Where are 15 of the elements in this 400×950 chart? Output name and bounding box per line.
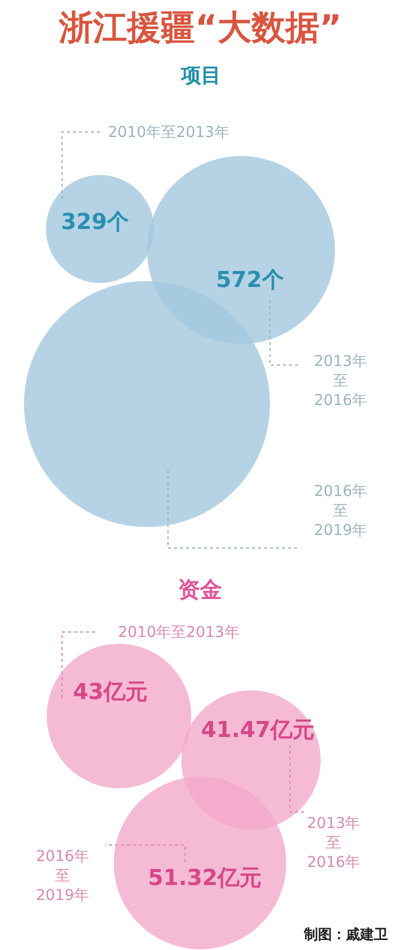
category-label: 2010年至2013年 <box>118 623 240 641</box>
category-label: 2010年至2013年 <box>108 123 230 141</box>
data-label: 43亿元 <box>73 680 148 705</box>
text: 资金 <box>178 578 222 603</box>
data-label: 51.32亿元 <box>148 866 262 891</box>
text: 浙江援疆“大数据” <box>58 8 342 48</box>
data-label: 329个 <box>61 210 129 235</box>
category-label: 2016年至2019年 <box>36 847 90 904</box>
category-label: 2013年至2016年 <box>307 814 360 871</box>
text: 制图：戚建卫 <box>303 927 388 943</box>
category-label: 2013年至2016年 <box>314 352 368 409</box>
data-label: 572个 <box>216 268 284 293</box>
data-label: 41.47亿元 <box>201 718 315 743</box>
category-label: 2016年至2019年 <box>314 482 368 539</box>
text: 项目 <box>180 63 221 87</box>
